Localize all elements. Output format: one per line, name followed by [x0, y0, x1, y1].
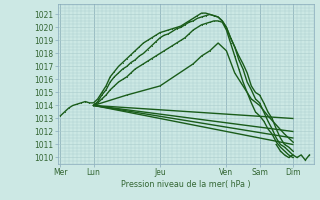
X-axis label: Pression niveau de la mer( hPa ): Pression niveau de la mer( hPa ) [121, 180, 251, 189]
